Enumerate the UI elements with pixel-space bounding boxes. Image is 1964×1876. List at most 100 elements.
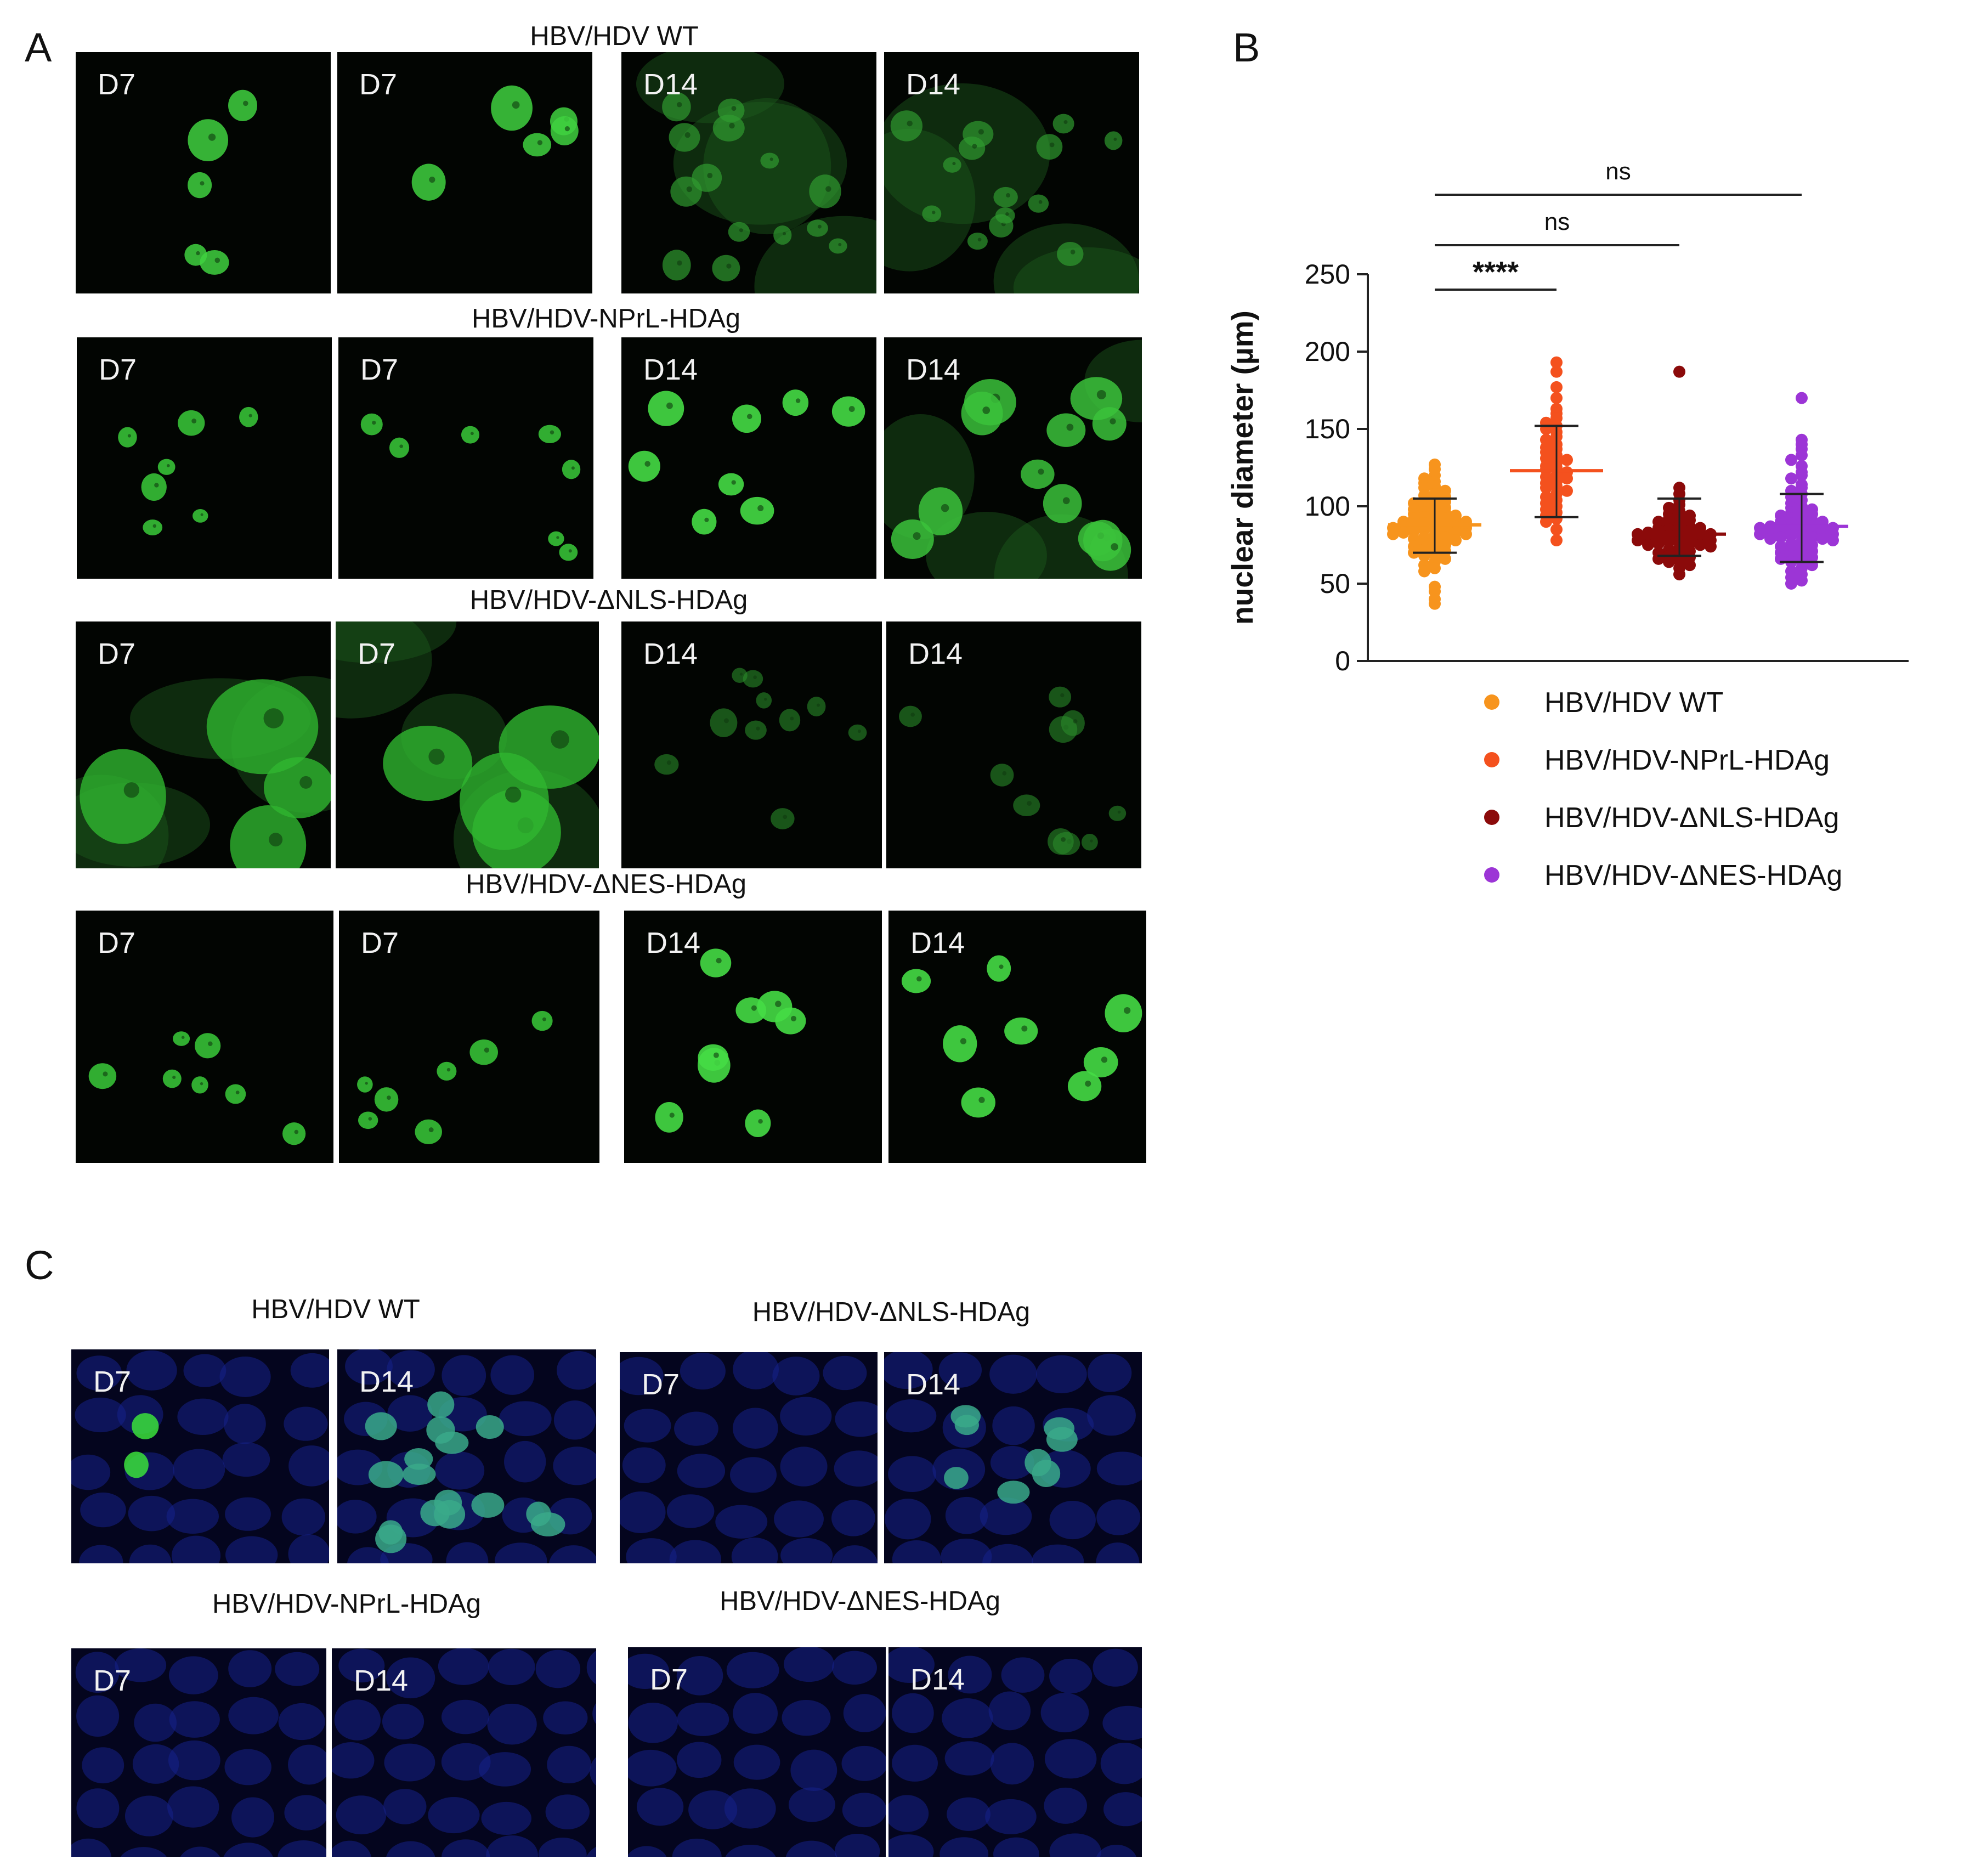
- micrograph-c-dnls-d7: D7: [620, 1352, 878, 1563]
- legend-label: HBV/HDV-ΔNLS-HDAg: [1544, 802, 1840, 834]
- nucleus: [669, 123, 700, 152]
- dapi-nucleus: [784, 1647, 834, 1682]
- series-2: [1632, 365, 1726, 581]
- data-point: [1652, 537, 1665, 550]
- dapi-nucleus: [724, 1788, 776, 1829]
- dapi-nucleus: [387, 1395, 433, 1432]
- nucleolus: [1063, 120, 1068, 125]
- micrograph-dnls-d14-2: D14: [886, 621, 1141, 868]
- nucleolus: [790, 716, 794, 721]
- nucleolus: [1113, 138, 1117, 141]
- dapi-nucleus: [733, 1408, 778, 1449]
- nucleus: [188, 172, 212, 199]
- cell-layer: [332, 1648, 596, 1857]
- data-point: [1540, 516, 1552, 528]
- nucleolus: [387, 1095, 391, 1100]
- nucleolus: [669, 1112, 675, 1118]
- cell-layer: [636, 52, 876, 293]
- data-point: [1764, 533, 1776, 545]
- nucleus: [118, 427, 137, 448]
- nucleus: [718, 473, 744, 496]
- dapi-nucleus: [173, 1449, 225, 1489]
- nucleolus: [999, 964, 1004, 969]
- dapi-nucleus: [383, 1789, 427, 1824]
- dapi-nucleus: [628, 1653, 670, 1689]
- dapi-nucleus: [628, 1846, 667, 1857]
- dapi-nucleus: [892, 1540, 941, 1563]
- data-point: [1429, 597, 1441, 610]
- group-title-wt: HBV/HDV WT: [251, 1295, 420, 1324]
- nucleus: [1081, 833, 1098, 851]
- dapi-nucleus: [680, 1352, 726, 1390]
- day-label: D7: [93, 1365, 132, 1398]
- dapi-nucleus: [733, 1352, 779, 1389]
- nucleus: [655, 1101, 683, 1133]
- dapi-nucleus: [892, 1744, 938, 1782]
- data-point: [1550, 365, 1563, 378]
- nucleus: [899, 705, 922, 727]
- micrograph-dnes-d7-2: D7: [339, 911, 599, 1163]
- row-title-dnls: HBV/HDV-ΔNLS-HDAg: [469, 585, 748, 615]
- dapi-nucleus: [71, 1454, 111, 1490]
- nucleolus: [941, 504, 949, 512]
- nucleus: [374, 1087, 399, 1112]
- day-label: D14: [906, 68, 961, 101]
- nucleolus: [795, 398, 801, 403]
- dapi-nucleus: [886, 1399, 937, 1433]
- day-label: D7: [98, 68, 136, 101]
- nucleus: [891, 519, 934, 559]
- nucleus: [80, 749, 166, 844]
- dapi-nucleus: [435, 1451, 485, 1490]
- nucleus: [559, 544, 578, 561]
- data-point: [1796, 392, 1808, 404]
- nucleus: [961, 1087, 995, 1118]
- day-label: D7: [93, 1664, 132, 1697]
- dapi-nucleus: [620, 1357, 664, 1395]
- legend-label: HBV/HDV-NPrL-HDAg: [1544, 744, 1830, 776]
- dapi-nucleus: [442, 1839, 490, 1857]
- cytoplasm-blob: [1013, 247, 1139, 293]
- dapi-nucleus: [345, 1349, 393, 1385]
- cell-layer: [337, 1349, 596, 1563]
- dapi-nucleus: [553, 1446, 596, 1485]
- nucleus: [230, 805, 307, 868]
- nucleus: [548, 531, 564, 546]
- nucleus: [469, 1039, 498, 1065]
- nucleolus: [723, 718, 729, 724]
- dapi-nucleus: [888, 1834, 934, 1857]
- nucleolus: [208, 1041, 213, 1047]
- nucleolus: [269, 833, 283, 847]
- dapi-nucleus: [788, 1787, 836, 1822]
- nucleus: [771, 808, 795, 829]
- nucleolus: [1062, 497, 1070, 505]
- nucleolus: [978, 1097, 985, 1103]
- dapi-nucleus: [780, 1446, 828, 1487]
- nucleus: [662, 92, 691, 122]
- nucleus: [745, 1109, 771, 1138]
- dapi-nucleus: [677, 1702, 729, 1736]
- hdag-positive-nucleus: [368, 1461, 404, 1488]
- nucleolus: [757, 505, 764, 512]
- nucleolus: [429, 176, 435, 183]
- dapi-nucleus: [885, 1499, 931, 1540]
- nucleolus: [365, 1082, 368, 1085]
- nucleus: [263, 757, 331, 818]
- nucleolus: [982, 406, 991, 414]
- cell-layer: [884, 340, 1142, 579]
- series-3: [1754, 392, 1848, 590]
- data-point: [1785, 472, 1797, 485]
- nucleolus: [103, 1071, 108, 1077]
- nucleolus: [932, 211, 936, 214]
- dapi-nucleus: [223, 1843, 273, 1857]
- nucleus: [700, 948, 732, 977]
- dapi-nucleus: [228, 1650, 272, 1688]
- nucleolus: [731, 106, 737, 111]
- nucleus: [648, 391, 684, 426]
- nucleus: [760, 152, 779, 169]
- row-title-wt: HBV/HDV WT: [530, 21, 699, 51]
- nucleolus: [716, 958, 722, 964]
- nucleus: [1105, 994, 1142, 1033]
- y-tick-label: 200: [1305, 336, 1350, 367]
- dapi-nucleus: [626, 1538, 677, 1563]
- nucleus: [990, 764, 1014, 787]
